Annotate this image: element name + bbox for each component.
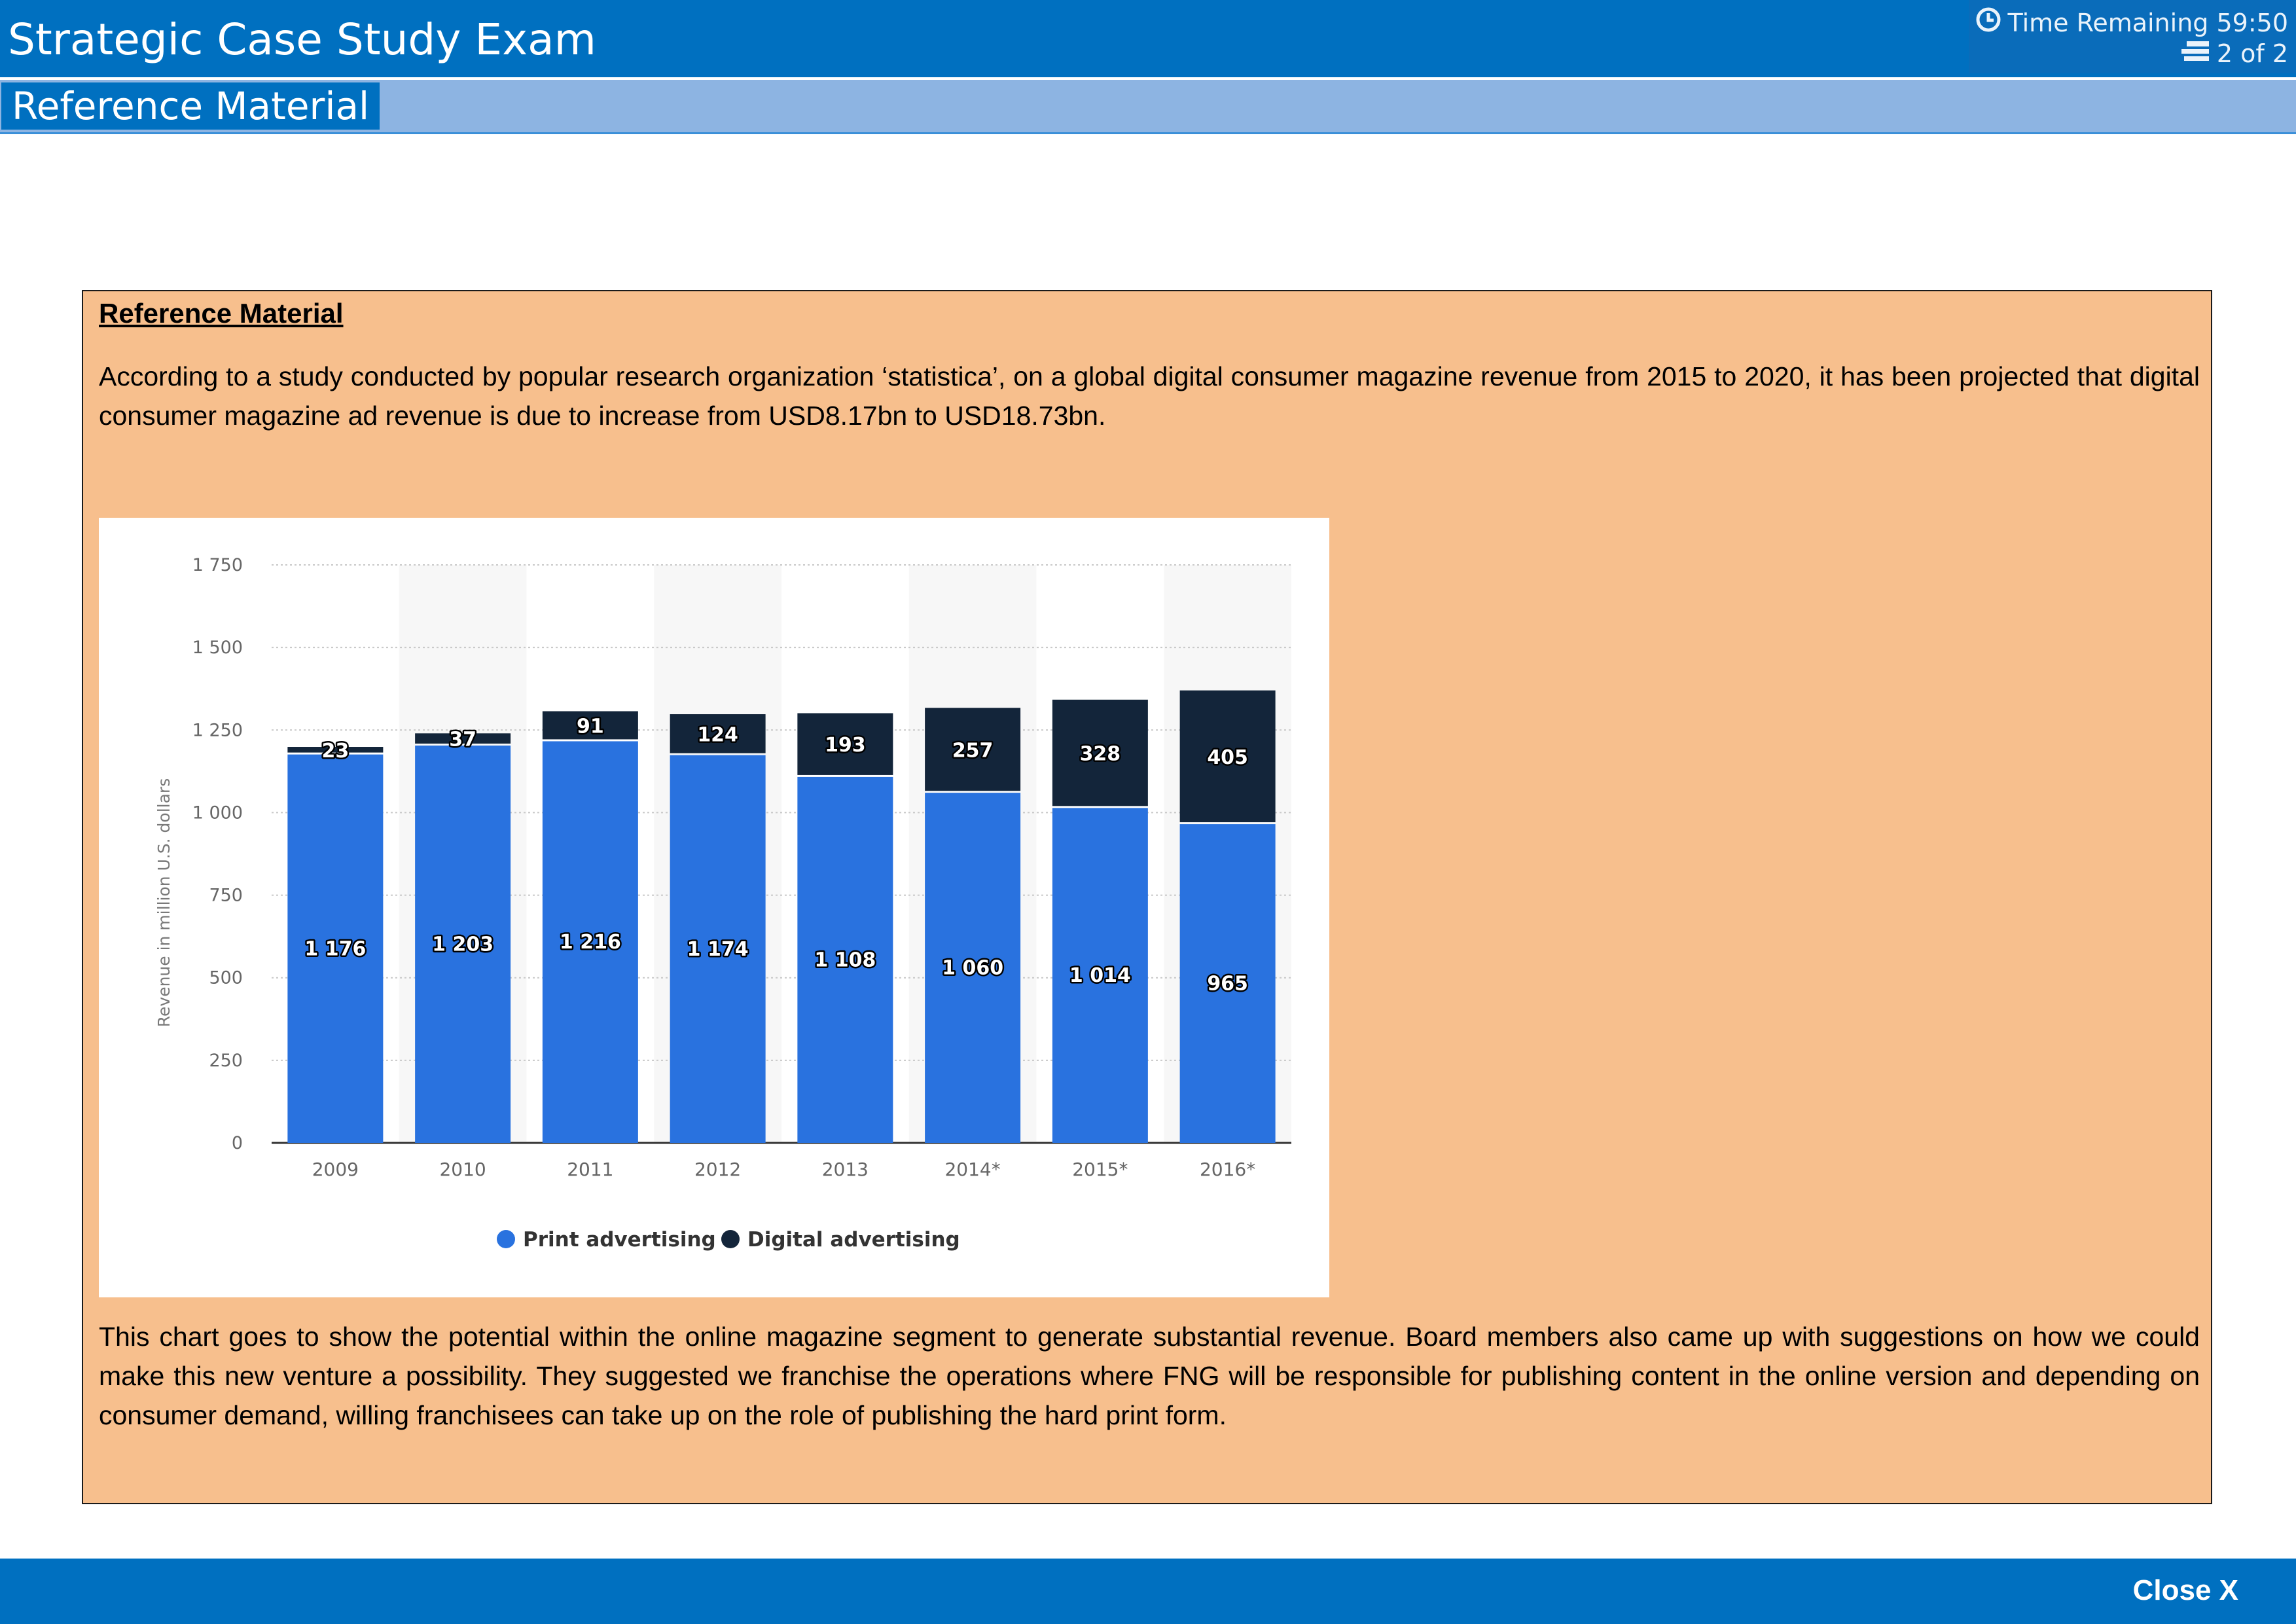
y-tick-label: 1 750: [192, 555, 243, 575]
legend-label-digital: Digital advertising: [747, 1228, 960, 1252]
data-label-digital: 37: [449, 729, 476, 751]
x-tick-label: 2010: [439, 1159, 486, 1180]
page-indicator: 2 of 2: [2216, 39, 2288, 68]
data-label-print: 1 108: [814, 948, 876, 971]
bar-print-advertising: [1179, 824, 1276, 1143]
x-tick-label: 2015*: [1072, 1159, 1128, 1180]
data-label-digital: 124: [697, 723, 738, 746]
chart-container: 0 250 500 750 1 000 1 250 1 500 1 750 1 176 23 1 …: [99, 518, 1329, 1297]
data-label-print: 1 203: [432, 933, 493, 956]
bar-digital-advertising: [542, 711, 638, 740]
bar-print-advertising: [925, 793, 1021, 1143]
timer-row: Time Remaining 59:50: [1975, 7, 2288, 39]
x-tick-label: 2012: [694, 1159, 741, 1180]
y-tick-label: 250: [209, 1051, 243, 1071]
data-label-digital: 328: [1080, 743, 1121, 766]
bar-print-advertising: [415, 746, 511, 1143]
x-tick-label: 2009: [312, 1159, 359, 1180]
x-tick-label: 2014*: [944, 1159, 1000, 1180]
data-label-print: 1 014: [1069, 964, 1131, 987]
x-tick-label: 2013: [822, 1159, 869, 1180]
outro-paragraph: This chart goes to show the potential wi…: [99, 1322, 2200, 1430]
time-remaining: Time Remaining 59:50: [2007, 8, 2288, 37]
bar-print-advertising: [542, 741, 638, 1143]
data-label-print: 1 174: [687, 938, 749, 961]
close-button[interactable]: Close X: [2132, 1574, 2238, 1606]
bar-digital-advertising: [797, 713, 893, 775]
panel-heading: Reference Material: [99, 298, 344, 329]
bar-digital-advertising: [1179, 690, 1276, 823]
bar-digital-advertising: [287, 747, 384, 753]
data-label-digital: 91: [577, 715, 604, 738]
reference-panel: Reference Material According to a study …: [82, 290, 2212, 1504]
y-axis-label: Revenue in million U.S. dollars: [154, 778, 173, 1027]
legend-marker-digital: [721, 1230, 740, 1248]
page-indicator-row: 2 of 2: [2180, 39, 2288, 68]
y-tick-label: 1 250: [192, 720, 243, 740]
clock-icon: [1975, 7, 2001, 39]
data-label-print: 1 216: [560, 931, 621, 954]
bar-print-advertising: [797, 776, 893, 1143]
y-tick-label: 1 000: [192, 803, 243, 823]
y-tick-label: 1 500: [192, 638, 243, 658]
header-bar: Strategic Case Study Exam Time Remaining…: [0, 0, 2296, 77]
data-label-print: 1 060: [942, 957, 1003, 980]
data-label-digital: 257: [952, 739, 994, 762]
legend-label-print: Print advertising: [523, 1228, 716, 1252]
exam-title: Strategic Case Study Exam: [8, 14, 596, 65]
legend-marker-print: [497, 1230, 515, 1248]
bar-digital-advertising: [925, 708, 1021, 791]
y-tick-label: 500: [209, 968, 243, 988]
revenue-chart: 0 250 500 750 1 000 1 250 1 500 1 750 1 176 23 1 …: [154, 555, 1291, 1252]
bar-digital-advertising: [1052, 699, 1148, 806]
bar-print-advertising: [670, 755, 766, 1143]
x-tick-label: 2016*: [1200, 1159, 1255, 1180]
y-tick-label: 750: [209, 886, 243, 906]
data-label-print: 965: [1207, 973, 1248, 996]
data-label-print: 1 176: [304, 937, 366, 960]
intro-paragraph: According to a study conducted by popula…: [99, 361, 2200, 431]
bar-print-advertising: [287, 754, 384, 1143]
bar-digital-advertising: [670, 714, 766, 753]
data-label-digital: 193: [825, 734, 866, 757]
bar-digital-advertising: [415, 733, 511, 744]
timer-panel: Time Remaining 59:50 2 of 2: [1969, 0, 2296, 73]
pages-icon: [2180, 39, 2210, 68]
reference-material-tab[interactable]: Reference Material: [1, 82, 380, 130]
bar-print-advertising: [1052, 808, 1148, 1143]
x-tick-label: 2011: [567, 1159, 613, 1180]
data-label-digital: 23: [322, 740, 350, 763]
footer-bar: Close X: [0, 1559, 2296, 1624]
y-tick-label: 0: [232, 1133, 243, 1153]
data-label-digital: 405: [1207, 746, 1248, 769]
subheader-bar: Reference Material: [0, 80, 2296, 134]
